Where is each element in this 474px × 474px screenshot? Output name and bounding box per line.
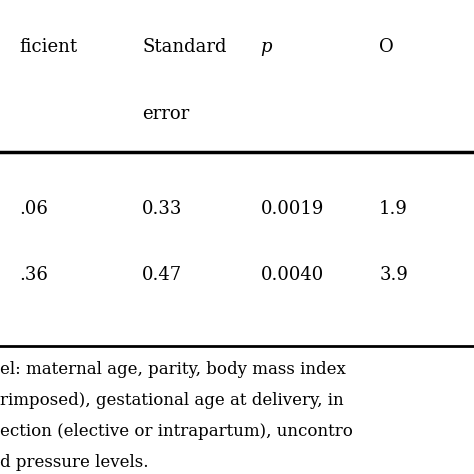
Text: 0.47: 0.47 <box>142 266 182 284</box>
Text: d pressure levels.: d pressure levels. <box>0 454 148 471</box>
Text: .06: .06 <box>19 200 48 218</box>
Text: O: O <box>379 38 394 56</box>
Text: 1.9: 1.9 <box>379 200 408 218</box>
Text: ection (elective or intrapartum), uncontro: ection (elective or intrapartum), uncont… <box>0 423 353 440</box>
Text: rimposed), gestational age at delivery, in: rimposed), gestational age at delivery, … <box>0 392 344 409</box>
Text: 3.9: 3.9 <box>379 266 408 284</box>
Text: error: error <box>142 105 190 123</box>
Text: p: p <box>261 38 272 56</box>
Text: ficient: ficient <box>19 38 77 56</box>
Text: .36: .36 <box>19 266 48 284</box>
Text: 0.33: 0.33 <box>142 200 182 218</box>
Text: 0.0040: 0.0040 <box>261 266 324 284</box>
Text: Standard: Standard <box>142 38 227 56</box>
Text: 0.0019: 0.0019 <box>261 200 324 218</box>
Text: el: maternal age, parity, body mass index: el: maternal age, parity, body mass inde… <box>0 361 346 378</box>
